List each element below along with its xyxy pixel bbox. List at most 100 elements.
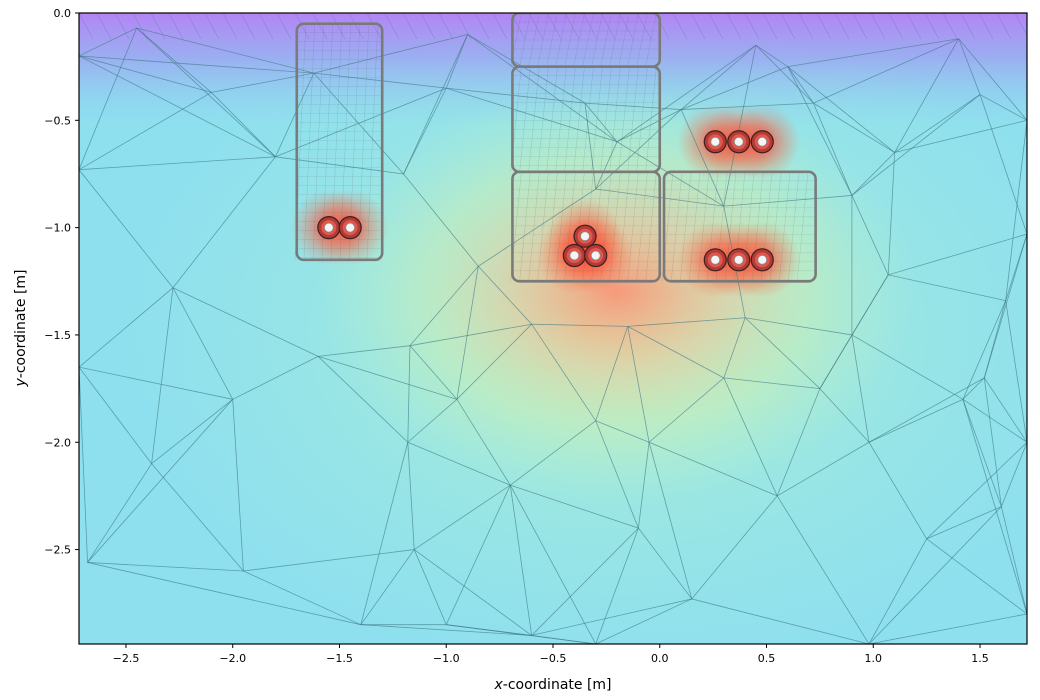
mesh-edge <box>680 66 789 110</box>
region-surface-layer-top <box>510 13 662 68</box>
fine-mesh-edge <box>546 13 562 40</box>
mesh-edge <box>446 624 596 644</box>
region-fine-mesh-edge <box>366 23 378 260</box>
fine-mesh-edge <box>79 13 94 40</box>
region-backfill-left <box>294 22 384 262</box>
mesh-edge <box>467 34 618 143</box>
mesh-edge <box>275 87 447 158</box>
region-fine-mesh-edge <box>779 171 791 282</box>
y-axis-label: y-coordinate [m] <box>13 269 29 387</box>
cable-center-trefoil <box>562 243 586 268</box>
mesh-edge <box>851 334 964 400</box>
mesh-edge <box>87 562 361 626</box>
fine-mesh-edge <box>330 13 346 40</box>
mesh-edge <box>787 66 895 153</box>
fine-mesh-edge <box>348 13 364 40</box>
fine-mesh-edge <box>582 13 598 40</box>
region-fine-mesh-edge <box>591 13 603 67</box>
mesh-edge <box>983 377 1002 507</box>
mesh-edge <box>360 549 415 625</box>
mesh-edge <box>894 119 1027 153</box>
cable-conductor <box>590 250 601 261</box>
x-tick-label: −2.5 <box>113 652 140 665</box>
fine-mesh-edge <box>654 13 670 40</box>
fine-mesh-edge <box>618 13 634 40</box>
cable-upper-right-row <box>727 130 751 154</box>
mesh-edge <box>979 94 1027 235</box>
cable-left-pair <box>317 216 341 240</box>
mesh-edge <box>136 27 212 93</box>
fine-mesh-edge <box>888 13 904 40</box>
mesh-edge <box>813 102 853 196</box>
region-fine-mesh-edge <box>582 66 594 172</box>
region-fine-mesh-edge <box>582 13 594 67</box>
region-boundary <box>295 22 384 262</box>
mesh-edge <box>851 152 895 196</box>
mesh-edge <box>595 109 682 190</box>
mesh-edge <box>407 442 415 550</box>
mesh-edge <box>868 613 1027 644</box>
fine-mesh-edge <box>870 13 886 40</box>
x-axis-label-rest: -coordinate [m] <box>503 677 612 693</box>
mesh-edge <box>851 94 981 196</box>
region-fine-mesh-edge <box>528 13 540 67</box>
mesh-edge <box>1000 506 1027 615</box>
mesh-edge <box>595 326 629 421</box>
cable-left-pair <box>338 216 362 240</box>
mesh-edge <box>744 317 821 389</box>
region-fine-mesh-edge <box>546 13 558 67</box>
mesh-edge <box>275 72 315 157</box>
mesh-edge <box>509 484 597 644</box>
mesh-edge <box>745 317 852 336</box>
mesh-edge <box>962 377 985 400</box>
mesh-edge <box>595 527 639 644</box>
mesh-edge <box>755 44 789 67</box>
mesh-edge <box>926 538 1027 615</box>
mesh-edge <box>172 287 234 400</box>
mesh-edge <box>983 233 1027 378</box>
mesh-edge <box>627 326 650 443</box>
mesh-edge <box>723 317 746 378</box>
mesh-edge <box>79 55 276 158</box>
mesh-edge <box>627 317 746 327</box>
cable-conductor <box>757 254 768 265</box>
mesh-edge <box>595 420 639 529</box>
fine-mesh-edge <box>690 13 706 40</box>
mesh-edge <box>456 399 511 486</box>
region-fine-mesh-edge <box>357 23 369 260</box>
mesh-edge <box>79 287 174 368</box>
cable-center-trefoil <box>584 243 608 268</box>
region-fine-mesh-edge <box>555 171 567 282</box>
mesh-edge <box>413 549 447 625</box>
fine-mesh-edge <box>762 13 778 40</box>
mesh-edge <box>1005 300 1027 443</box>
cable-conductor <box>733 254 744 265</box>
region-fine-mesh-edge <box>537 171 549 282</box>
region-fine-mesh-edge <box>609 13 621 67</box>
cable-upper-right-row <box>703 130 727 154</box>
mesh-edge <box>627 326 724 379</box>
mesh-edge <box>776 495 870 644</box>
mesh-edge <box>894 38 960 153</box>
region-fine-mesh-edge <box>519 171 531 282</box>
mesh-edge <box>616 44 757 143</box>
mesh-edge <box>776 441 870 497</box>
y-tick-label: −1.5 <box>44 329 71 342</box>
region-fine-mesh-edge <box>788 171 800 282</box>
mesh-edge <box>962 300 1007 400</box>
mesh-edge <box>409 345 458 400</box>
region-fine-mesh-edge <box>528 66 540 172</box>
y-tick-label: −2.0 <box>44 436 71 449</box>
fine-mesh-edge <box>186 13 202 40</box>
mesh-edge <box>691 495 778 600</box>
mesh-edge <box>979 94 1027 121</box>
mesh-edge <box>887 152 896 275</box>
region-fine-mesh-edge <box>600 66 612 172</box>
mesh-edge <box>648 377 725 443</box>
mesh-edge <box>595 598 692 644</box>
region-fine-mesh-edge <box>546 171 558 282</box>
region-fine-mesh-edge <box>645 13 657 67</box>
fine-mesh-edge <box>420 13 436 40</box>
y-tick-label: 0.0 <box>54 7 72 20</box>
mesh-edge <box>926 441 1027 540</box>
